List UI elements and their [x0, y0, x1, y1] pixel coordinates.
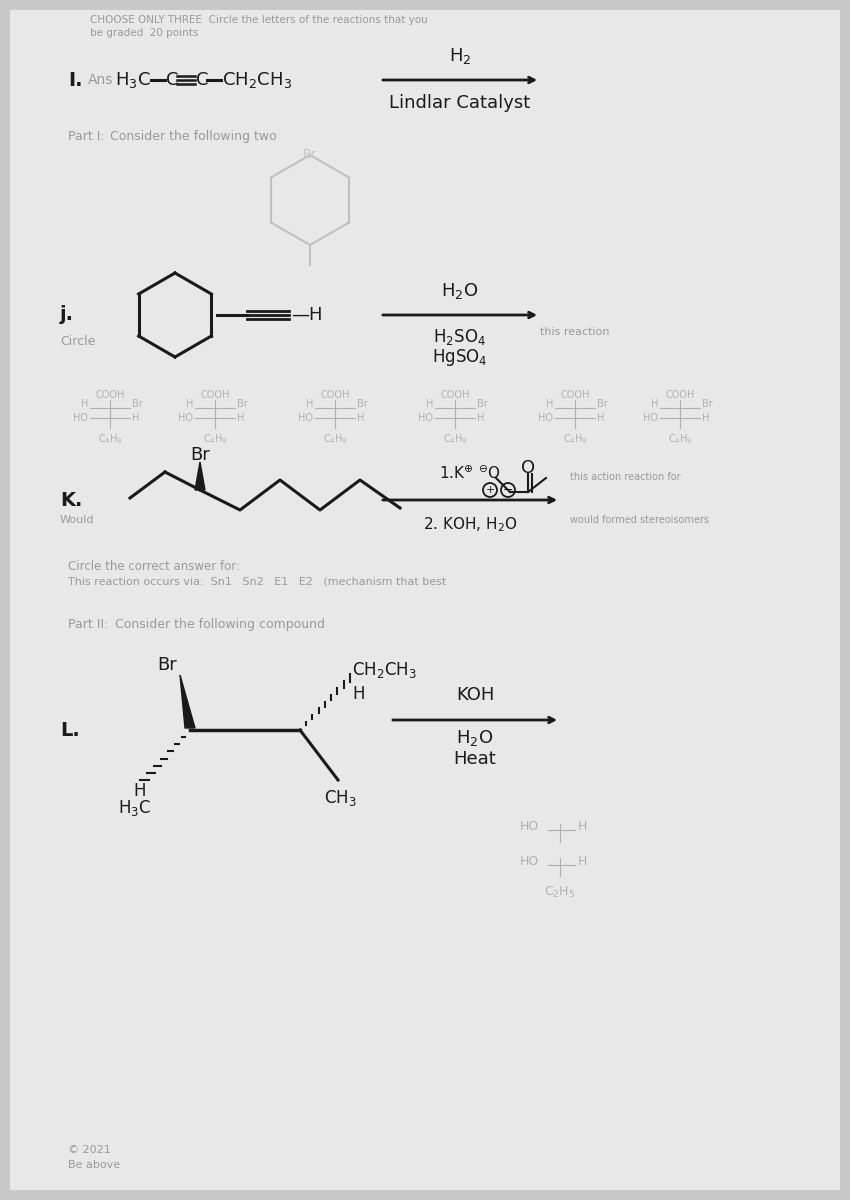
Text: H: H	[546, 398, 553, 409]
Text: H: H	[597, 413, 604, 422]
Polygon shape	[180, 674, 195, 728]
Text: CHOOSE ONLY THREE  Circle the letters of the reactions that you: CHOOSE ONLY THREE Circle the letters of …	[90, 14, 428, 25]
Text: HO: HO	[178, 413, 193, 422]
Text: H: H	[477, 413, 484, 422]
Text: H: H	[81, 398, 88, 409]
Text: COOH: COOH	[440, 390, 470, 400]
Text: +: +	[485, 485, 495, 494]
Text: HO: HO	[520, 854, 539, 868]
Text: Br: Br	[477, 398, 488, 409]
Text: this reaction: this reaction	[540, 326, 609, 337]
Text: be graded  20 points: be graded 20 points	[90, 28, 198, 38]
Text: C: C	[166, 71, 178, 89]
Text: CH$_2$CH$_3$: CH$_2$CH$_3$	[352, 660, 417, 680]
Text: COOH: COOH	[201, 390, 230, 400]
Text: L.: L.	[60, 720, 80, 739]
Text: H$_3$C: H$_3$C	[115, 70, 150, 90]
Text: Circle the correct answer for:: Circle the correct answer for:	[68, 560, 240, 572]
Text: j.: j.	[60, 306, 74, 324]
Text: Br: Br	[190, 446, 210, 464]
Text: H: H	[352, 685, 365, 703]
Text: Circle: Circle	[60, 335, 95, 348]
Text: Be above: Be above	[68, 1160, 120, 1170]
Text: C$_4$H$_9$: C$_4$H$_9$	[667, 432, 693, 445]
Text: HO: HO	[418, 413, 433, 422]
Polygon shape	[195, 462, 205, 490]
Text: Br: Br	[237, 398, 247, 409]
Text: Br: Br	[357, 398, 368, 409]
Text: H: H	[650, 398, 658, 409]
Text: Heat: Heat	[454, 750, 496, 768]
Text: H: H	[702, 413, 710, 422]
Text: H: H	[133, 782, 146, 800]
Text: I.: I.	[68, 71, 82, 90]
Text: © 2021: © 2021	[68, 1145, 110, 1154]
Text: COOH: COOH	[95, 390, 125, 400]
Text: CH$_2$CH$_3$: CH$_2$CH$_3$	[222, 70, 292, 90]
Text: H: H	[185, 398, 193, 409]
Text: C$_4$H$_9$: C$_4$H$_9$	[202, 432, 227, 445]
Text: H: H	[357, 413, 365, 422]
Text: Br: Br	[132, 398, 143, 409]
Text: Ans: Ans	[88, 73, 113, 86]
Text: HO: HO	[538, 413, 553, 422]
Text: HO: HO	[298, 413, 313, 422]
Text: H: H	[237, 413, 244, 422]
Text: 1.K$^{\oplus}$ $^{\ominus}$O: 1.K$^{\oplus}$ $^{\ominus}$O	[439, 464, 501, 482]
Text: O: O	[521, 458, 535, 476]
Text: K.: K.	[60, 491, 82, 510]
Text: H: H	[306, 398, 313, 409]
Text: Consider the following two: Consider the following two	[110, 130, 277, 143]
Text: C$_4$H$_9$: C$_4$H$_9$	[563, 432, 587, 445]
Text: H$_3$C: H$_3$C	[118, 798, 151, 818]
Text: Lindlar Catalyst: Lindlar Catalyst	[389, 94, 530, 112]
Text: H$_2$SO$_4$: H$_2$SO$_4$	[434, 326, 486, 347]
Text: Br: Br	[157, 656, 177, 674]
Text: C: C	[196, 71, 208, 89]
Text: CH$_3$: CH$_3$	[324, 788, 356, 808]
Text: HO: HO	[73, 413, 88, 422]
Text: Would: Would	[60, 515, 94, 526]
Text: Consider the following compound: Consider the following compound	[115, 618, 325, 631]
FancyBboxPatch shape	[10, 10, 840, 1190]
Text: COOH: COOH	[666, 390, 694, 400]
Text: this action reaction for: this action reaction for	[570, 472, 681, 482]
Text: H$_2$: H$_2$	[449, 46, 471, 66]
Text: Br: Br	[303, 149, 317, 162]
Text: COOH: COOH	[560, 390, 590, 400]
Text: H: H	[426, 398, 433, 409]
Text: H$_2$O: H$_2$O	[441, 281, 479, 301]
Text: —H: —H	[291, 306, 322, 324]
Text: C$_4$H$_9$: C$_4$H$_9$	[323, 432, 348, 445]
Text: COOH: COOH	[320, 390, 349, 400]
Text: This reaction occurs via:  Sn1   Sn2   E1   E2   (mechanism that best: This reaction occurs via: Sn1 Sn2 E1 E2 …	[68, 577, 446, 587]
Text: H: H	[132, 413, 139, 422]
Text: C$_4$H$_9$: C$_4$H$_9$	[443, 432, 468, 445]
Text: would formed stereoisomers: would formed stereoisomers	[570, 515, 709, 526]
Text: Part II:: Part II:	[68, 618, 108, 631]
Text: C$_4$H$_9$: C$_4$H$_9$	[98, 432, 122, 445]
Text: H: H	[578, 854, 587, 868]
Text: KOH: KOH	[456, 686, 494, 704]
Text: 2. KOH, H$_2$O: 2. KOH, H$_2$O	[422, 515, 518, 534]
Text: C$_2$H$_5$: C$_2$H$_5$	[545, 886, 575, 900]
Text: Part I:: Part I:	[68, 130, 105, 143]
Text: H: H	[578, 820, 587, 833]
Text: H$_2$O: H$_2$O	[456, 728, 494, 748]
Text: HgSO$_4$: HgSO$_4$	[432, 347, 488, 368]
Text: HO: HO	[520, 820, 539, 833]
Text: HO: HO	[643, 413, 658, 422]
Text: −: −	[502, 484, 513, 497]
Text: Br: Br	[597, 398, 608, 409]
Text: Br: Br	[702, 398, 713, 409]
